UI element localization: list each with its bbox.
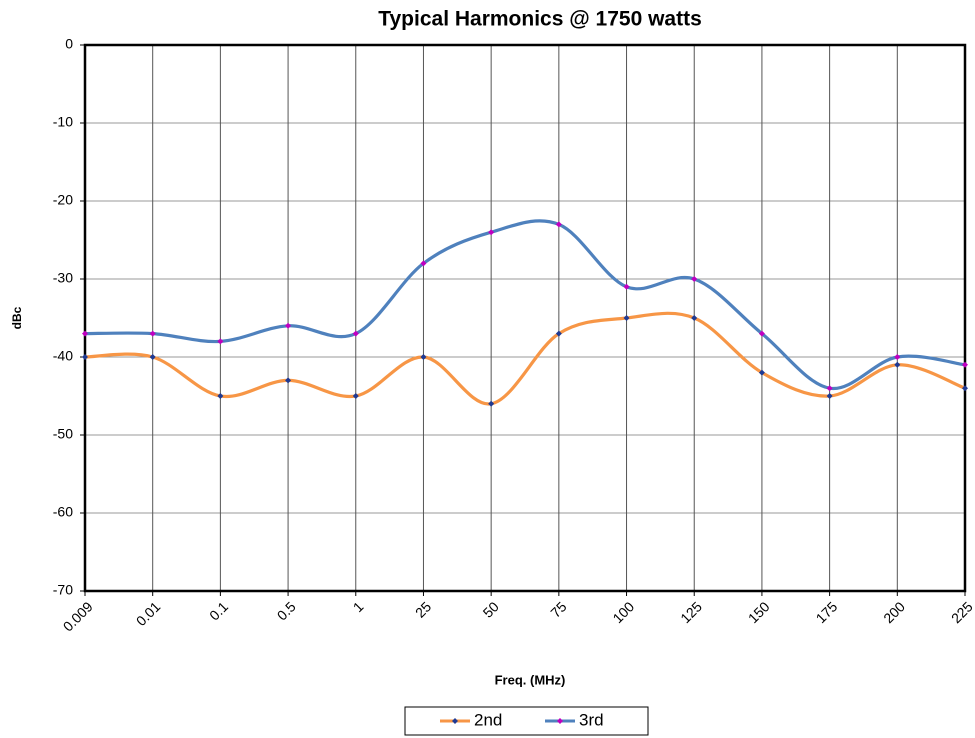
series-line [84, 219, 966, 390]
x-tick-label: 75 [547, 598, 569, 620]
point-marker [758, 330, 765, 337]
point-marker [826, 385, 833, 392]
point-marker [488, 229, 495, 236]
point-marker [217, 338, 224, 345]
point-marker [352, 330, 359, 337]
plot-frame [83, 43, 967, 593]
x-tick-label: 200 [880, 598, 908, 626]
point-marker [962, 361, 968, 368]
x-tick-label: 1 [350, 598, 367, 615]
x-tick-label: 175 [813, 598, 841, 626]
point-marker [82, 330, 88, 337]
y-tick-label: -40 [53, 348, 73, 364]
x-tick-label: 0.009 [60, 598, 96, 634]
x-tick-label: 100 [609, 598, 637, 626]
point-marker [149, 354, 156, 360]
point-marker [82, 354, 88, 360]
point-marker [352, 393, 359, 399]
point-marker [826, 393, 833, 399]
point-marker [420, 354, 427, 360]
x-tick-label: 50 [480, 598, 502, 620]
y-tick-label: -70 [53, 582, 73, 598]
point-marker [285, 377, 292, 384]
point-marker [285, 322, 292, 329]
x-tick-label: 0.1 [206, 598, 231, 623]
point-marker [691, 315, 698, 321]
legend-marker [557, 718, 563, 724]
x-tick-label: 0.5 [274, 598, 299, 623]
chart-title: Typical Harmonics @ 1750 watts [378, 8, 702, 31]
legend-label: 3rd [579, 710, 604, 729]
point-marker [555, 221, 562, 228]
y-tick-label: -60 [53, 504, 73, 520]
y-axis-label: dBc [10, 306, 24, 329]
point-marker [894, 354, 901, 360]
x-axis-label: Freq. (MHz) [495, 672, 566, 687]
y-tick-label: -50 [53, 426, 73, 442]
x-tick-label: 225 [948, 598, 975, 626]
point-marker [623, 315, 630, 321]
series-line [84, 311, 966, 406]
x-tick-label: 0.01 [133, 598, 164, 629]
point-marker [894, 361, 901, 368]
y-tick-label: 0 [65, 36, 73, 52]
x-tick-label: 125 [677, 598, 705, 626]
y-tick-label: -10 [53, 114, 73, 130]
point-marker [420, 260, 427, 267]
x-tick-label: 150 [745, 598, 773, 626]
point-marker [758, 369, 765, 376]
legend-label: 2nd [474, 710, 502, 729]
point-marker [691, 276, 698, 282]
y-tick-label: -20 [53, 192, 73, 208]
x-tick-label: 25 [412, 598, 434, 620]
point-marker [962, 385, 968, 392]
point-marker [149, 330, 156, 337]
point-marker [488, 400, 495, 407]
y-tick-label: -30 [53, 270, 73, 286]
point-marker [555, 330, 562, 337]
legend-marker [452, 718, 458, 724]
point-marker [217, 393, 224, 399]
point-marker [623, 283, 630, 290]
